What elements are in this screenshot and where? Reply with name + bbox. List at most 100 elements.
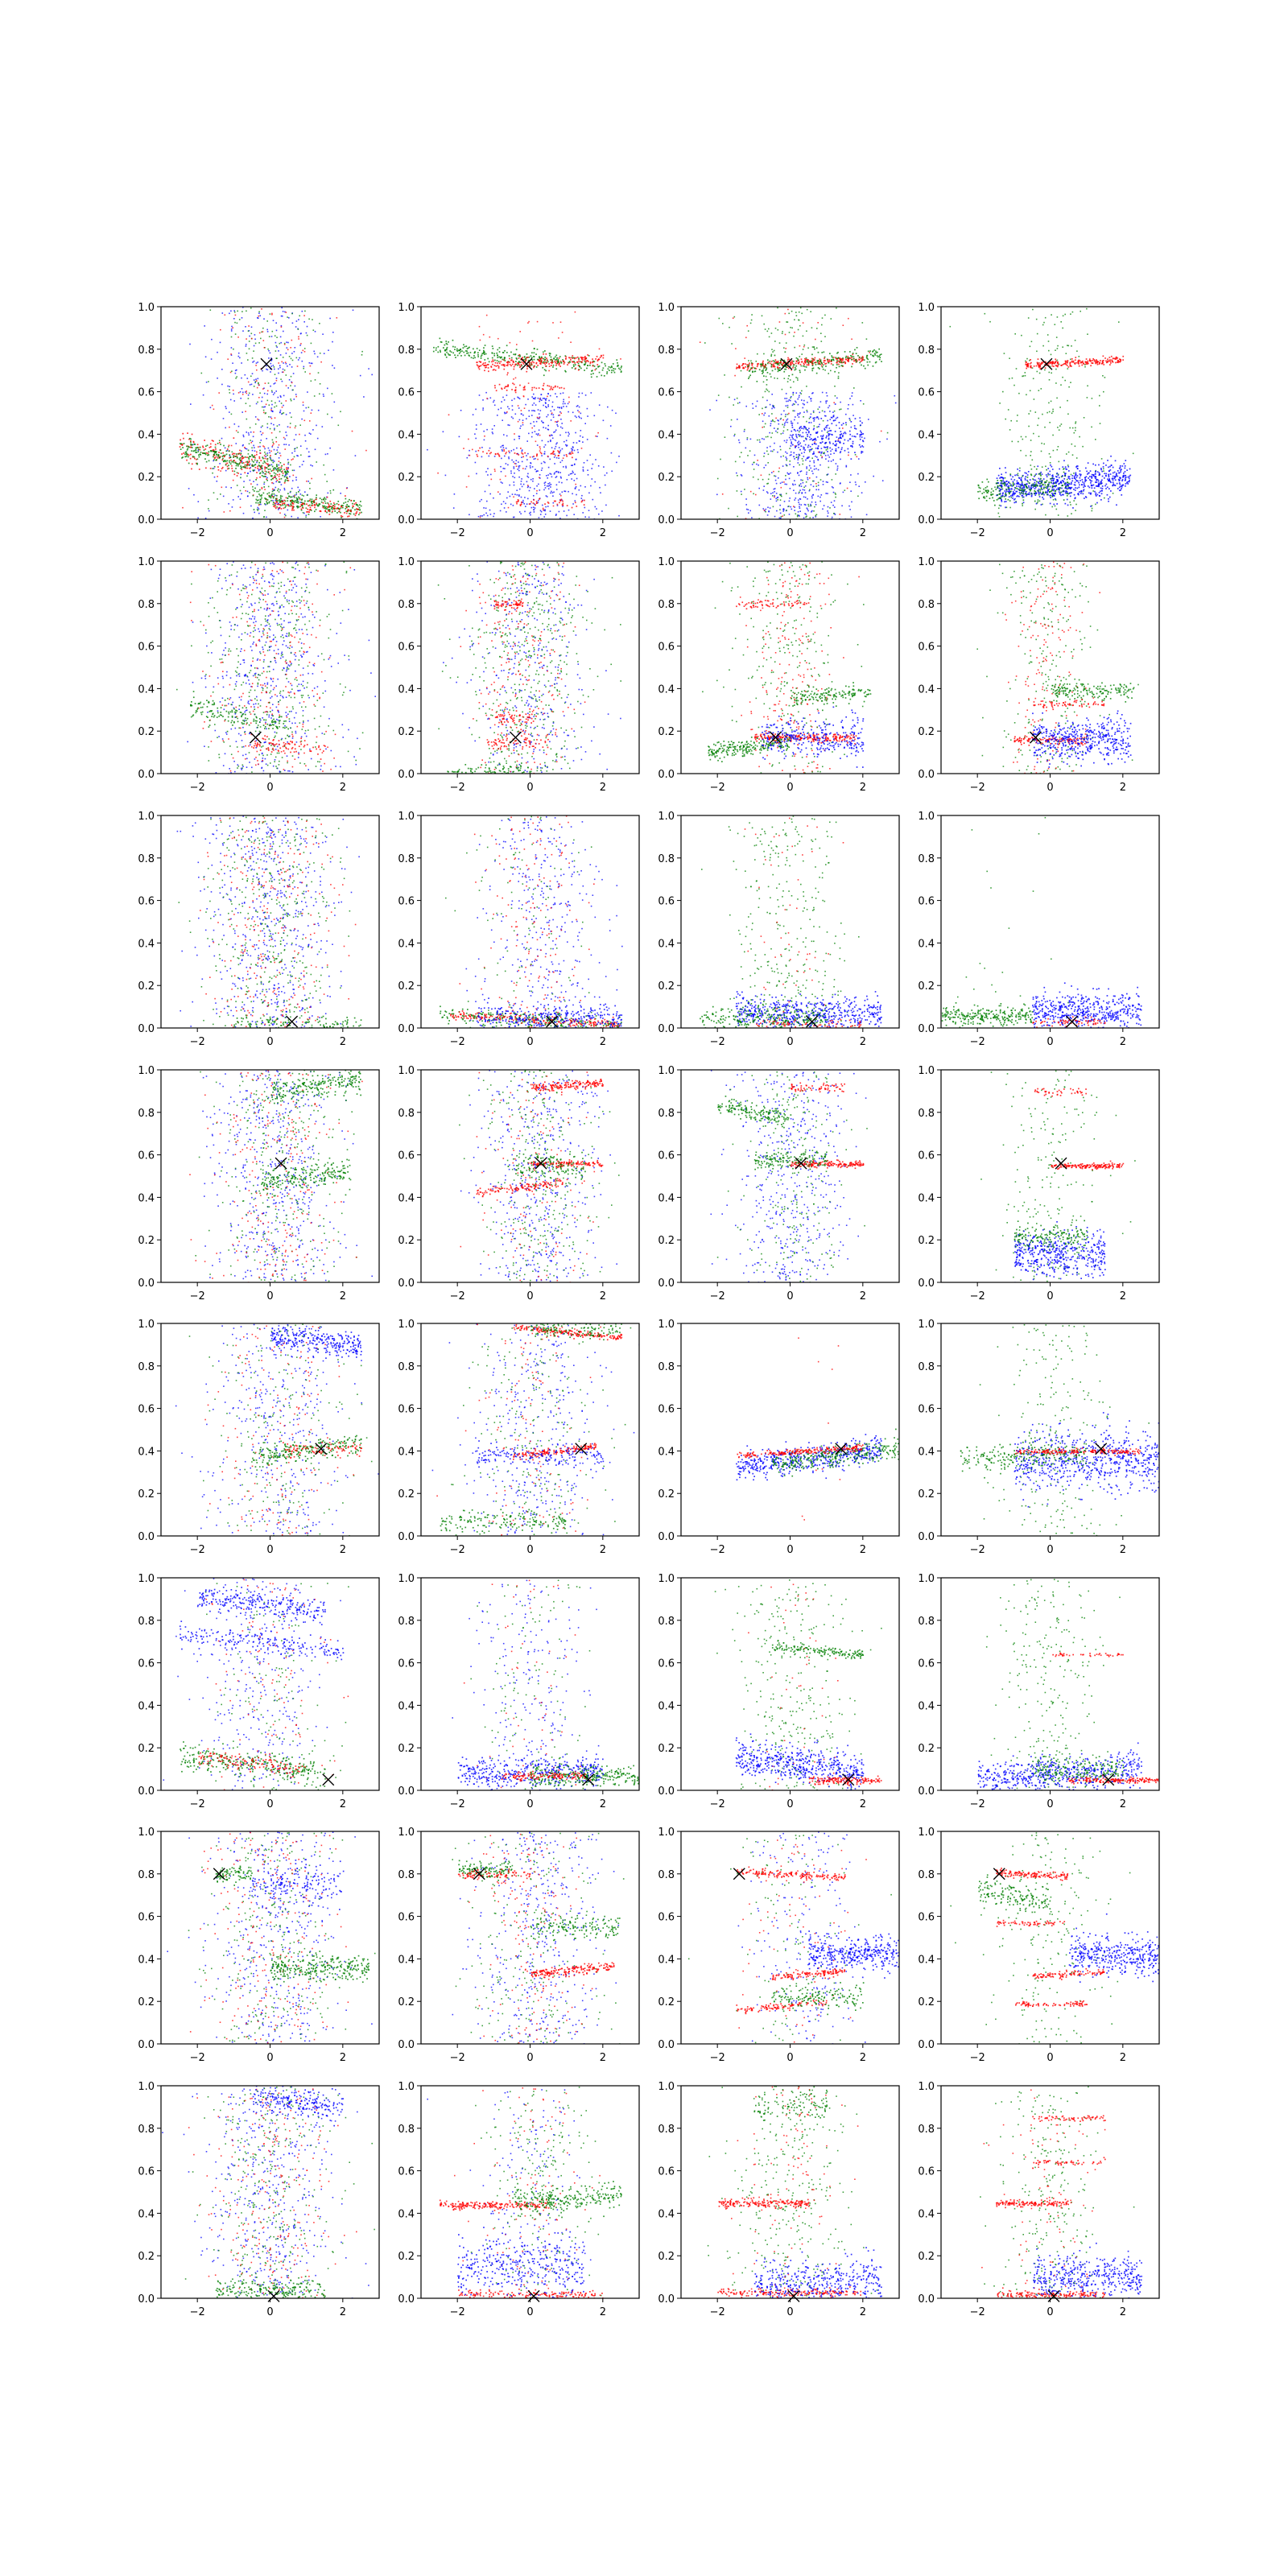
scatter-point-blue	[279, 365, 281, 366]
scatter-point-blue	[836, 465, 839, 467]
scatter-point-green	[762, 407, 763, 410]
scatter-point-green	[1056, 316, 1059, 318]
scatter-point-green	[497, 361, 500, 363]
scatter-point-blue	[222, 495, 225, 497]
scatter-point-blue	[245, 344, 247, 345]
scatter-point-red	[819, 361, 820, 363]
scatter-point-blue	[763, 438, 765, 440]
scatter-point-red	[782, 364, 784, 365]
scatter-point-green	[264, 476, 266, 477]
scatter-point-blue	[560, 419, 562, 420]
scatter-point-green	[773, 405, 774, 407]
scatter-point-green	[334, 503, 336, 506]
scatter-point-blue	[813, 452, 815, 455]
scatter-point-blue	[807, 478, 809, 481]
scatter-point-red	[484, 369, 485, 372]
scatter-point-green	[1066, 453, 1067, 455]
scatter-point-blue	[506, 394, 508, 396]
scatter-point-blue	[543, 427, 544, 428]
scatter-point-green	[832, 359, 835, 361]
scatter-point-blue	[779, 504, 781, 506]
scatter-point-green	[805, 428, 807, 430]
scatter-point-red	[283, 502, 286, 504]
scatter-point-red	[279, 455, 282, 456]
scatter-point-red	[1065, 361, 1067, 364]
scatter-point-blue	[572, 447, 574, 448]
scatter-point-green	[779, 499, 782, 501]
scatter-point-blue	[493, 497, 494, 499]
scatter-point-red	[532, 502, 535, 504]
scatter-point-red	[1117, 357, 1119, 359]
scatter-point-red	[520, 364, 522, 365]
scatter-point-red	[842, 324, 844, 326]
scatter-point-red	[570, 359, 572, 361]
scatter-point-blue	[804, 444, 807, 446]
scatter-point-blue	[847, 408, 849, 410]
scatter-point-green	[435, 349, 437, 351]
scatter-point-green	[1025, 436, 1027, 438]
scatter-point-blue	[491, 428, 493, 430]
scatter-point-red	[1072, 360, 1075, 362]
scatter-point-green	[797, 328, 799, 331]
scatter-point-blue	[798, 447, 799, 448]
scatter-point-blue	[791, 424, 793, 427]
scatter-point-blue	[265, 456, 267, 457]
scatter-point-blue	[533, 398, 535, 399]
scatter-point-green	[1067, 413, 1069, 415]
scatter-point-green	[440, 341, 442, 343]
scatter-point-blue	[838, 437, 840, 440]
scatter-point-green	[791, 374, 794, 376]
scatter-point-blue	[824, 446, 825, 448]
scatter-point-green	[251, 460, 254, 462]
scatter-point-red	[465, 486, 468, 488]
scatter-point-blue	[545, 399, 547, 401]
scatter-point-blue	[809, 439, 811, 440]
scatter-point-green	[549, 354, 551, 357]
scatter-point-blue	[510, 472, 512, 474]
scatter-point-green	[816, 426, 818, 428]
scatter-point-green	[218, 440, 221, 442]
scatter-point-green	[769, 373, 771, 375]
scatter-point-red	[258, 504, 260, 506]
scatter-point-red	[547, 385, 549, 386]
scatter-point-blue	[489, 447, 491, 449]
scatter-point-red	[1081, 364, 1084, 366]
scatter-point-red	[575, 483, 576, 485]
scatter-point-green	[772, 506, 774, 508]
scatter-point-blue	[332, 332, 334, 333]
scatter-point-blue	[799, 392, 801, 394]
scatter-point-blue	[598, 513, 600, 515]
scatter-point-green	[589, 365, 591, 366]
scatter-point-green	[1048, 402, 1050, 404]
scatter-point-red	[1101, 360, 1104, 362]
x-tick-label: 0	[266, 527, 273, 539]
scatter-point-red	[522, 422, 524, 423]
scatter-point-blue	[832, 411, 834, 413]
scatter-point-green	[1075, 503, 1077, 506]
scatter-point-green	[476, 348, 478, 349]
scatter-point-red	[233, 456, 235, 457]
scatter-point-red	[847, 356, 849, 357]
scatter-point-green	[183, 443, 185, 444]
scatter-point-blue	[840, 437, 842, 440]
scatter-point-red	[266, 499, 267, 501]
scatter-point-green	[463, 351, 465, 353]
scatter-point-green	[770, 376, 772, 378]
scatter-point-red	[762, 427, 763, 428]
scatter-point-green	[1057, 514, 1059, 516]
scatter-point-blue	[791, 441, 792, 444]
scatter-point-green	[1075, 510, 1076, 511]
scatter-point-blue	[537, 433, 539, 435]
scatter-point-blue	[521, 478, 522, 480]
scatter-point-blue	[308, 456, 310, 457]
scatter-point-green	[444, 349, 446, 352]
scatter-point-blue	[854, 452, 856, 453]
scatter-point-red	[760, 365, 762, 366]
scatter-point-blue	[225, 469, 227, 472]
scatter-point-green	[500, 356, 502, 358]
scatter-point-red	[757, 460, 758, 461]
scatter-point-blue	[481, 515, 483, 517]
scatter-point-red	[804, 361, 807, 364]
scatter-point-blue	[274, 368, 275, 370]
scatter-point-blue	[840, 433, 843, 435]
